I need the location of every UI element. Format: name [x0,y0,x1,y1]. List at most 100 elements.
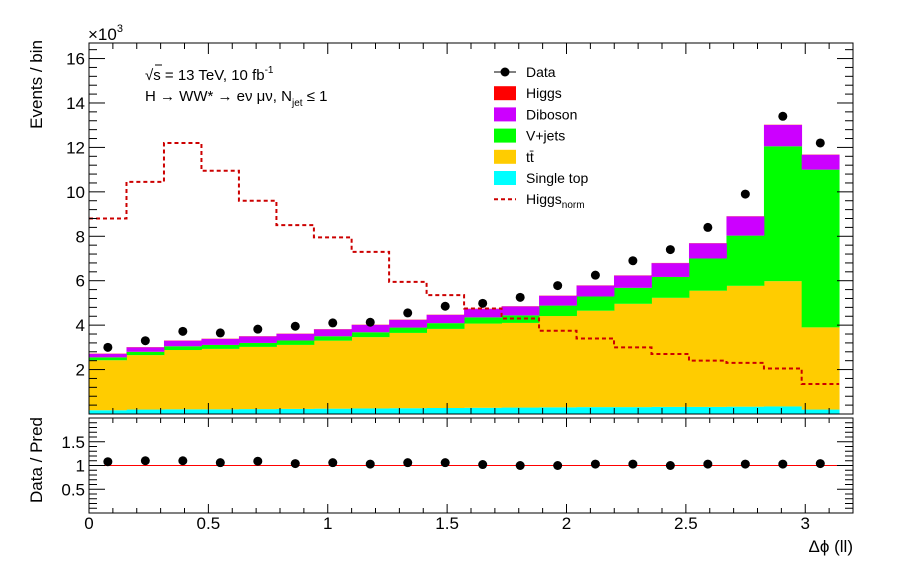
data-point-8 [403,308,413,318]
y-tick-label: 6 [76,272,85,291]
data-point-15 [665,245,675,255]
annotation: √s = 13 TeV, 10 fb-1 H → WW* → eν μν, Nj… [145,64,327,109]
bar-single-top-17 [726,406,765,414]
ratio-point-0 [103,457,113,467]
ratio-point-12 [553,461,563,470]
bar-single-top-0 [89,410,127,414]
y-tick-label: 8 [76,227,85,246]
bar-tt--11 [501,322,540,408]
ratio-point-3 [215,458,225,468]
bar-tt--3 [201,348,240,410]
bar-v-jets-15 [651,276,690,298]
data-point-19 [815,138,825,148]
annotation-line-1: √s = 13 TeV, 10 fb-1 [145,65,274,84]
stacked-bars [89,124,840,414]
ratio-point-18 [778,459,788,469]
ratio-point-1 [140,456,150,466]
x-tick-label: 2.5 [674,514,698,533]
legend-swatch-diboson [494,107,516,122]
bar-diboson-13 [576,285,615,297]
bar-tt--17 [726,285,765,407]
y-tick-label: 16 [66,50,85,69]
legend-swatch-higgs [494,86,516,101]
data-point-16 [703,222,713,232]
data-point-0 [103,342,113,352]
bar-diboson-1 [126,347,165,352]
legend-marker-data [500,67,510,77]
data-point-3 [215,328,225,338]
legend-label-v-jets: V+jets [526,128,565,144]
higgs-norm-step [89,141,840,386]
bar-v-jets-7 [351,332,390,338]
bar-v-jets-12 [539,305,577,317]
ratio-point-16 [703,459,713,469]
bar-single-top-15 [651,406,690,414]
data-point-17 [740,189,750,199]
ratio-point-15 [665,461,675,470]
bar-tt--9 [426,328,465,409]
bar-diboson-14 [614,275,652,288]
bar-single-top-9 [426,408,465,414]
legend-label-single-top: Single top [526,170,588,186]
bar-single-top-11 [501,407,540,414]
bar-tt--19 [801,327,840,410]
ratio-point-6 [328,458,338,468]
bar-v-jets-14 [614,287,652,304]
bar-tt--13 [576,310,615,408]
bar-single-top-14 [614,407,652,414]
data-point-4 [253,324,263,334]
bar-diboson-12 [539,295,577,306]
bar-single-top-16 [688,406,727,414]
y-tick-label: 4 [76,316,85,335]
bar-single-top-13 [576,407,615,414]
bar-v-jets-17 [726,235,765,286]
bar-v-jets-8 [389,327,427,333]
data-point-10 [478,298,488,308]
bar-tt--6 [313,340,353,409]
bar-diboson-10 [464,308,502,318]
bar-single-top-8 [389,408,427,414]
x-tick-label: 0.5 [197,514,221,533]
ratio-y-axis-label: Data / Pred [27,417,46,503]
data-point-6 [328,318,338,328]
x-tick-label: 0 [84,514,93,533]
bar-diboson-9 [426,314,465,324]
bar-single-top-1 [126,409,165,414]
bar-tt--8 [389,332,427,409]
y-axis-label: Events / bin [27,40,46,129]
x-tick-label: 3 [801,514,810,533]
y-tick-label: 2 [76,361,85,380]
data-point-14 [628,256,638,266]
bar-diboson-6 [313,329,353,337]
ratio-point-5 [290,459,300,469]
legend-swatch-v-jets [494,128,516,143]
data-points [103,111,825,352]
ratio-point-7 [365,459,375,469]
bar-tt--18 [763,281,803,407]
bar-v-jets-1 [126,351,165,356]
x-tick-label: 1 [323,514,332,533]
axes: 2 4 6 8 10 12 14 16 0.5 1 1.5 0 0.5 1 1.5 2 2.5 3 [61,42,854,533]
bar-diboson-11 [501,306,540,316]
bar-tt--15 [651,297,690,407]
bar-v-jets-3 [201,344,240,349]
bar-tt--2 [163,350,202,410]
legend-swatch-single-top [494,171,516,185]
legend-label-tt-: tt̄ [526,149,534,165]
bar-tt--1 [126,355,165,410]
bar-diboson-2 [163,340,202,347]
ratio-point-9 [440,458,450,468]
bar-v-jets-19 [801,169,840,328]
data-point-1 [140,336,150,346]
bar-single-top-6 [313,408,353,414]
bar-single-top-7 [351,408,390,414]
bar-single-top-18 [763,406,803,414]
y-tick-label: 12 [66,138,85,157]
bar-diboson-7 [351,324,390,333]
ratio-y-tick-label: 1.5 [61,433,85,452]
ratio-point-10 [478,460,488,470]
bar-v-jets-6 [313,336,353,341]
ratio-y-tick-label: 1 [76,457,85,476]
bar-v-jets-16 [688,258,727,291]
bar-single-top-5 [276,408,315,414]
